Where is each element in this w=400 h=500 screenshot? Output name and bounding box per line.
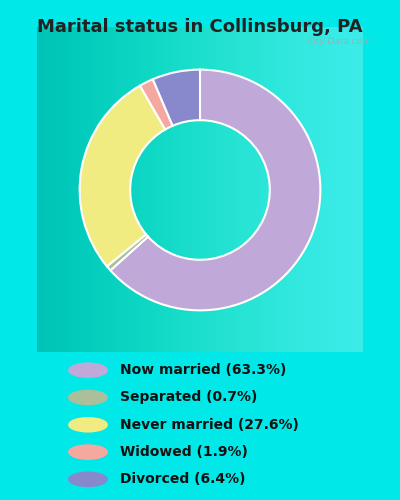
Text: Divorced (6.4%): Divorced (6.4%) [120,472,246,486]
Text: Now married (63.3%): Now married (63.3%) [120,363,286,377]
Text: Widowed (1.9%): Widowed (1.9%) [120,445,248,459]
Text: Never married (27.6%): Never married (27.6%) [120,418,299,432]
Text: Marital status in Collinsburg, PA: Marital status in Collinsburg, PA [37,18,363,36]
Circle shape [69,390,107,404]
Circle shape [69,418,107,432]
Circle shape [69,363,107,378]
Wedge shape [110,70,320,310]
Wedge shape [140,80,173,130]
Circle shape [69,445,107,459]
Wedge shape [107,234,148,270]
Wedge shape [153,70,200,126]
Wedge shape [80,86,165,266]
Circle shape [69,472,107,486]
Text: Separated (0.7%): Separated (0.7%) [120,390,257,404]
Text: City-Data.com: City-Data.com [308,38,372,46]
